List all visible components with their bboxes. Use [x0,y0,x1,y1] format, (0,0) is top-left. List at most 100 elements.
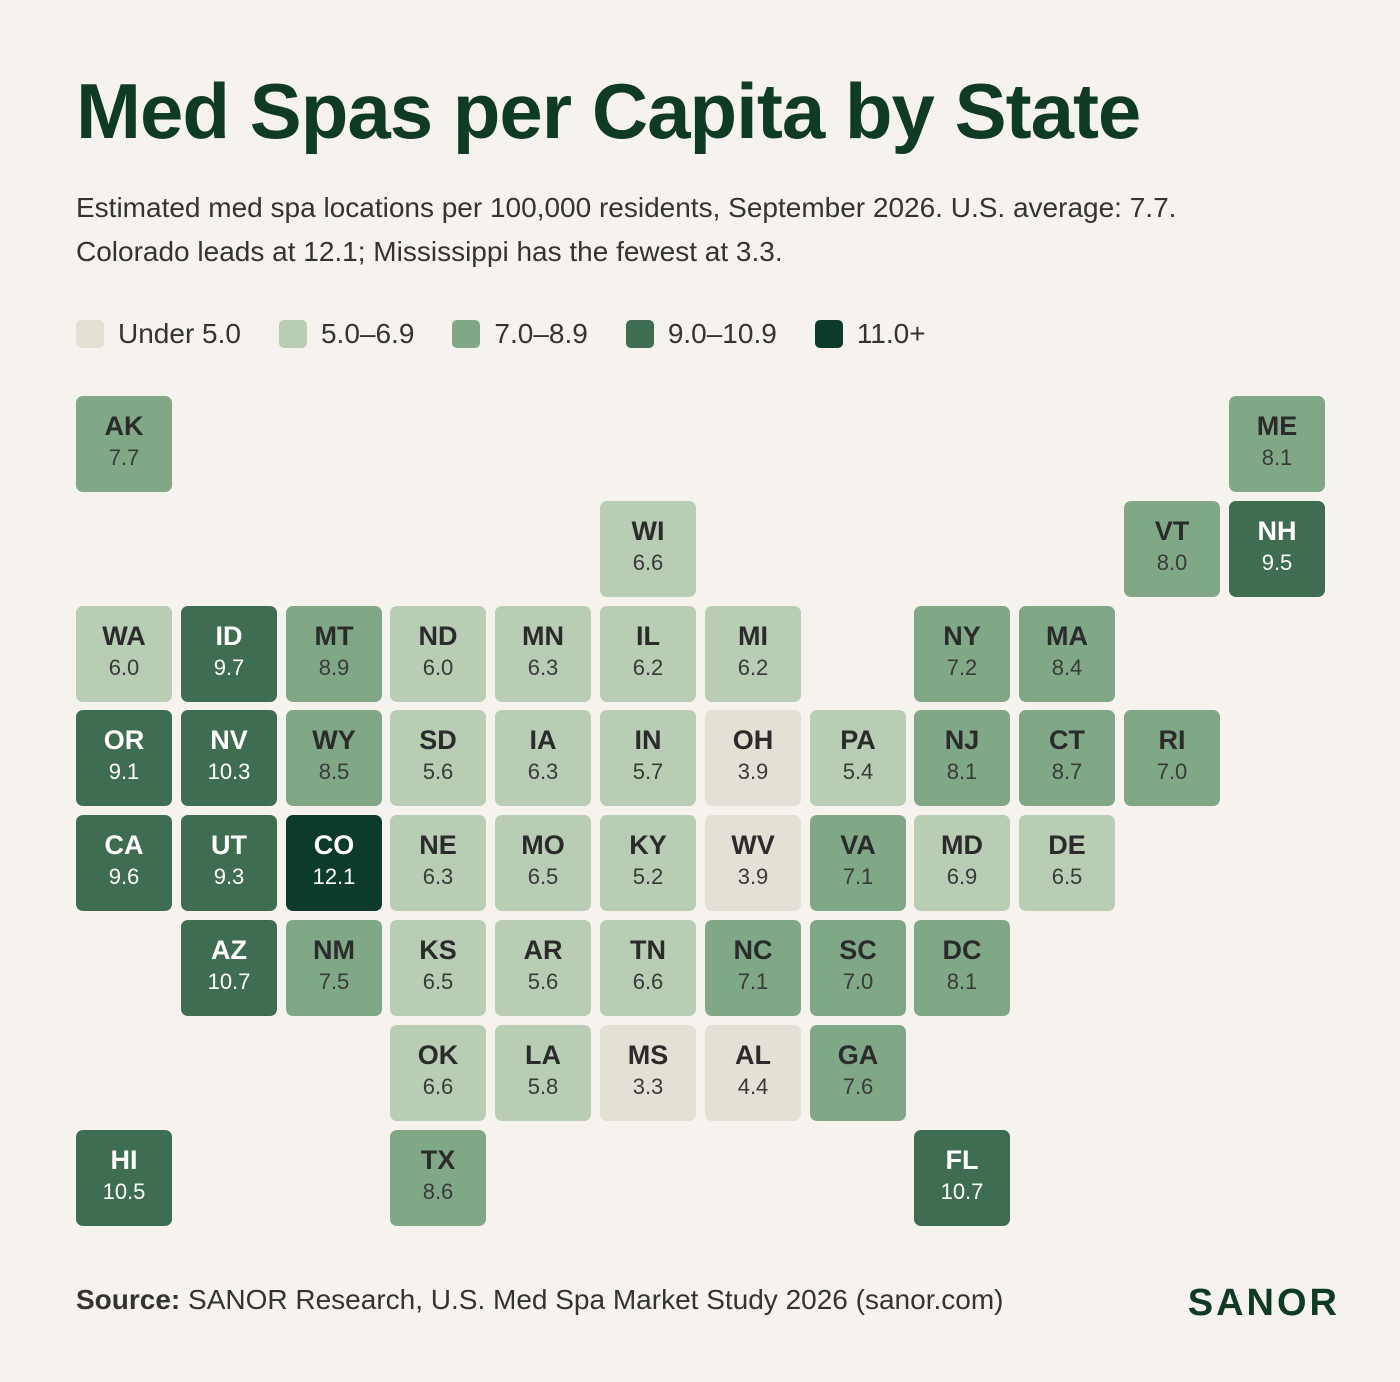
state-abbr: WI [631,516,665,546]
legend-swatch [76,320,104,348]
state-abbr: PA [840,725,876,755]
state-value: 5.6 [422,759,454,784]
state-abbr: VA [840,830,876,860]
state-abbr: KY [629,830,667,860]
state-tile-nv: NV 10.3 [181,710,277,806]
state-value: 8.9 [318,655,350,680]
state-value: 6.0 [108,655,140,680]
state-abbr: LA [525,1040,561,1070]
state-tile-nc: NC 7.1 [705,920,801,1016]
state-tile-ga: GA 7.6 [810,1025,906,1121]
legend-label: Under 5.0 [118,318,241,349]
state-abbr: CA [104,830,144,860]
state-abbr: GA [837,1040,879,1070]
state-value: 7.1 [737,969,769,994]
state-abbr: WY [312,725,356,755]
state-value: 10.7 [207,969,251,994]
source-text: SANOR Research, U.S. Med Spa Market Stud… [188,1284,1004,1315]
state-value: 9.6 [108,864,140,889]
legend-label: 7.0–8.9 [494,318,588,349]
legend-item: 9.0–10.9 [625,318,777,350]
state-tile-mo: MO 6.5 [495,815,591,911]
state-value: 8.1 [946,759,978,784]
state-abbr: OH [732,725,774,755]
state-abbr: UT [211,830,247,860]
state-tile-la: LA 5.8 [495,1025,591,1121]
state-tile-dc: DC 8.1 [914,920,1010,1016]
state-tile-fl: FL 10.7 [914,1130,1010,1226]
state-value: 6.6 [632,969,664,994]
state-abbr: RI [1158,725,1186,755]
state-abbr: HI [110,1145,138,1175]
state-tile-mi: MI 6.2 [705,606,801,702]
state-tile-ct: CT 8.7 [1019,710,1115,806]
state-abbr: DE [1048,830,1086,860]
state-value: 9.3 [213,864,245,889]
state-value: 9.1 [108,759,140,784]
state-tile-or: OR 9.1 [76,710,172,806]
state-tile-me: ME 8.1 [1229,396,1325,492]
source-note: Source: SANOR Research, U.S. Med Spa Mar… [76,1284,1003,1316]
state-value: 6.5 [1051,864,1083,889]
legend-swatch [278,320,307,348]
state-value: 7.5 [318,969,350,994]
state-abbr: MN [522,621,564,651]
state-tile-ne: NE 6.3 [390,815,486,911]
state-abbr: TN [630,935,666,965]
legend-swatch [452,320,481,348]
legend-item: 11.0+ [814,318,926,350]
state-abbr: NY [943,621,981,651]
state-value: 3.9 [737,864,769,889]
state-value: 6.2 [632,655,664,680]
state-value: 6.3 [527,759,559,784]
state-tile-wi: WI 6.6 [600,501,696,597]
state-abbr: MS [627,1040,669,1070]
state-abbr: NJ [944,725,980,755]
chart-subtitle: Estimated med spa locations per 100,000 … [76,192,1177,267]
state-tile-nm: NM 7.5 [286,920,382,1016]
state-value: 6.3 [527,655,559,680]
legend-swatch [814,320,843,348]
state-value: 3.3 [632,1074,664,1099]
state-value: 5.6 [527,969,559,994]
state-value: 6.9 [946,864,978,889]
state-tile-ut: UT 9.3 [181,815,277,911]
state-abbr: MT [314,621,354,651]
state-abbr: WA [102,621,146,651]
state-value: 9.5 [1261,550,1293,575]
state-value: 6.2 [737,655,769,680]
state-value: 7.7 [108,445,140,470]
state-tile-nj: NJ 8.1 [914,710,1010,806]
source-label: Source: [76,1284,181,1315]
state-value: 8.5 [318,759,350,784]
state-tile-nh: NH 9.5 [1229,501,1325,597]
state-tile-ok: OK 6.6 [390,1025,486,1121]
state-tile-in: IN 5.7 [600,710,696,806]
state-abbr: TX [420,1145,456,1175]
state-tile-co: CO 12.1 [286,815,382,911]
state-tile-mt: MT 8.9 [286,606,382,702]
state-value: 5.7 [632,759,664,784]
state-tile-ri: RI 7.0 [1124,710,1220,806]
state-abbr: WV [731,830,775,860]
legend-item: Under 5.0 [76,318,241,350]
state-value: 7.2 [946,655,978,680]
state-abbr: NC [733,935,773,965]
state-value: 6.3 [422,864,454,889]
state-abbr: AR [523,935,563,965]
legend-item: 7.0–8.9 [452,318,588,350]
state-abbr: SD [419,725,457,755]
state-abbr: MD [941,830,983,860]
state-value: 10.5 [102,1179,146,1204]
state-value: 12.1 [312,864,356,889]
state-tile-md: MD 6.9 [914,815,1010,911]
state-value: 7.0 [842,969,874,994]
state-tile-ms: MS 3.3 [600,1025,696,1121]
state-value: 6.6 [422,1074,454,1099]
state-value: 5.4 [842,759,874,784]
state-value: 6.6 [632,550,664,575]
state-tile-ks: KS 6.5 [390,920,486,1016]
state-abbr: IL [636,621,660,651]
state-value: 6.5 [422,969,454,994]
state-tile-az: AZ 10.7 [181,920,277,1016]
